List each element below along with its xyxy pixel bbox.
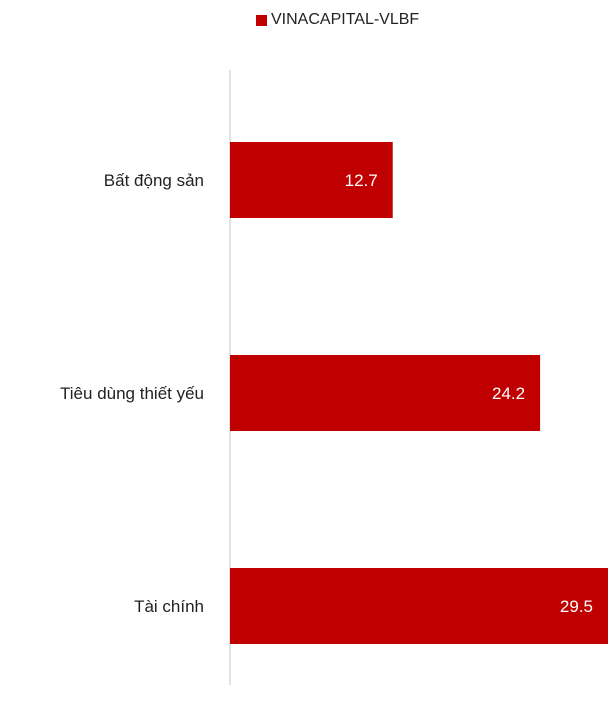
data-label: 12.7 (345, 171, 378, 190)
category-label: Bất động sản (104, 171, 204, 190)
legend: VINACAPITAL-VLBF (256, 11, 419, 29)
category-label: Tiêu dùng thiết yếu (60, 384, 204, 403)
legend-label: VINACAPITAL-VLBF (271, 11, 420, 28)
bar (230, 142, 393, 218)
bar (230, 568, 608, 644)
legend-swatch (256, 14, 267, 26)
category-label: Tài chính (134, 597, 204, 616)
data-label: 24.2 (492, 384, 525, 403)
data-label: 29.5 (560, 597, 593, 616)
bar (230, 355, 541, 431)
